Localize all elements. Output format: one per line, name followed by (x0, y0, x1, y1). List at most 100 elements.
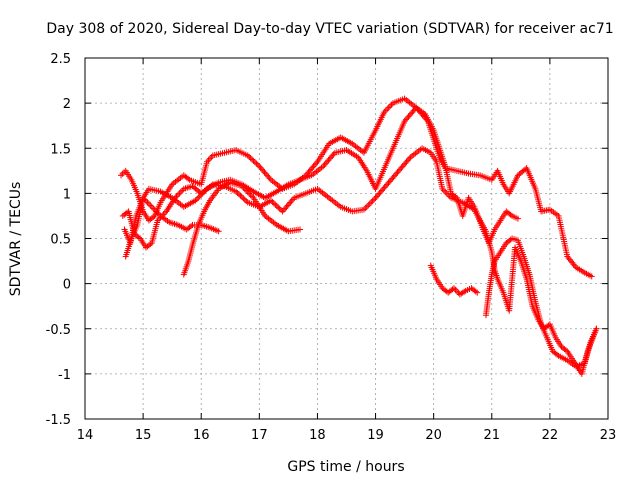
data-point (507, 236, 514, 243)
data-point (206, 155, 213, 162)
data-point (249, 193, 256, 200)
data-point (249, 156, 256, 163)
series-track-5 (180, 179, 302, 278)
data-point (177, 188, 184, 195)
data-point (251, 159, 258, 166)
x-tick-label: 22 (542, 428, 559, 443)
data-point (269, 198, 276, 205)
x-tick-label: 17 (251, 428, 268, 443)
data-point (247, 155, 254, 162)
data-point (384, 106, 391, 113)
data-point (385, 104, 392, 111)
data-point (363, 203, 370, 210)
data-point (241, 196, 248, 203)
data-point (253, 160, 260, 167)
data-point (588, 273, 595, 280)
data-point (148, 203, 155, 210)
y-tick-label: 0 (63, 278, 71, 293)
series-track-3 (119, 145, 599, 377)
chart-title: Day 308 of 2020, Sidereal Day-to-day VTE… (46, 21, 613, 37)
data-point (442, 188, 449, 195)
y-tick-label: 1 (63, 187, 71, 202)
data-point (243, 187, 250, 194)
data-point (237, 192, 244, 199)
data-point (233, 188, 240, 195)
grid-lines (85, 58, 608, 419)
data-point (244, 189, 251, 196)
data-point (472, 288, 479, 295)
y-tick-label: -0.5 (46, 323, 71, 338)
data-point (254, 161, 261, 168)
data-point (562, 347, 569, 354)
data-point (176, 190, 183, 197)
y-tick-label: 2.5 (50, 52, 71, 67)
y-tick-label: 2 (63, 97, 71, 112)
data-point (150, 214, 157, 221)
data-point (135, 234, 142, 241)
x-tick-label: 23 (600, 428, 617, 443)
y-tick-label: 0.5 (50, 233, 71, 248)
data-point (452, 286, 459, 293)
data-point (474, 289, 481, 296)
data-point (147, 202, 154, 209)
data-point (234, 189, 241, 196)
series-track-7 (482, 235, 599, 370)
data-point (119, 170, 126, 177)
data-point (273, 203, 280, 210)
data-point (147, 241, 154, 248)
data-point (145, 200, 152, 207)
y-axis-label: SDTVAR / TECUs (8, 182, 24, 297)
y-tick-label: 1.5 (50, 142, 71, 157)
x-tick-label: 16 (193, 428, 210, 443)
data-point (250, 157, 257, 164)
data-point (215, 228, 222, 235)
data-point (272, 201, 279, 208)
data-point (247, 191, 254, 198)
x-tick-label: 20 (425, 428, 442, 443)
data-point (195, 194, 202, 201)
data-point (193, 196, 200, 203)
data-point (246, 153, 253, 160)
data-point (362, 205, 369, 212)
x-tick-label: 21 (484, 428, 501, 443)
x-axis-label: GPS time / hours (287, 459, 404, 475)
data-point (297, 226, 304, 233)
data-point (244, 152, 251, 159)
data-point (174, 191, 181, 198)
data-point (118, 172, 125, 179)
data-point (192, 197, 199, 204)
data-point (366, 200, 373, 207)
data-point (369, 197, 376, 204)
data-point (267, 197, 274, 204)
y-tick-label: -1.5 (46, 413, 71, 428)
data-point (240, 195, 247, 202)
data-point (188, 223, 195, 230)
data-point (238, 193, 245, 200)
data-point (246, 190, 253, 197)
data-point (365, 202, 372, 209)
data-point (507, 211, 514, 218)
series-track-4 (121, 194, 220, 247)
x-tick-label: 19 (367, 428, 384, 443)
data-point (235, 191, 242, 198)
data-point (275, 204, 282, 211)
data-point (185, 175, 192, 182)
data-point (238, 183, 245, 190)
x-tick-label: 14 (77, 428, 94, 443)
data-point (243, 198, 250, 205)
data-point (368, 199, 375, 206)
series-track-2 (122, 104, 519, 260)
data-point (240, 184, 247, 191)
data-point (360, 206, 367, 213)
data-point (461, 288, 468, 295)
data-point (593, 325, 600, 332)
data-point (387, 103, 394, 110)
data-point (514, 215, 521, 222)
series-track-6 (427, 262, 479, 298)
data-point (276, 205, 283, 212)
data-points (118, 95, 600, 377)
data-point (241, 186, 248, 193)
x-tick-label: 15 (135, 428, 152, 443)
